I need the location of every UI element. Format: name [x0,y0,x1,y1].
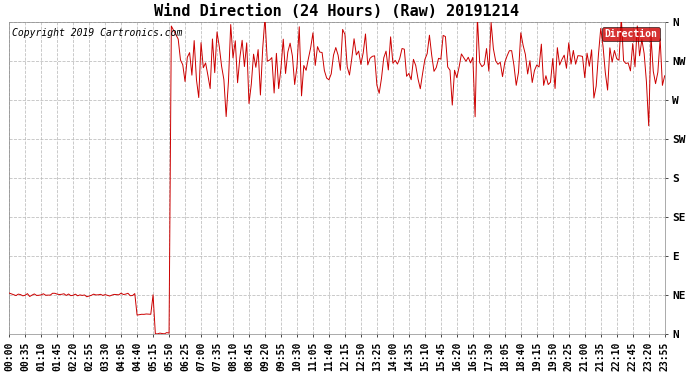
Title: Wind Direction (24 Hours) (Raw) 20191214: Wind Direction (24 Hours) (Raw) 20191214 [155,4,520,19]
Text: Copyright 2019 Cartronics.com: Copyright 2019 Cartronics.com [12,28,183,38]
Legend: Direction: Direction [602,27,660,42]
